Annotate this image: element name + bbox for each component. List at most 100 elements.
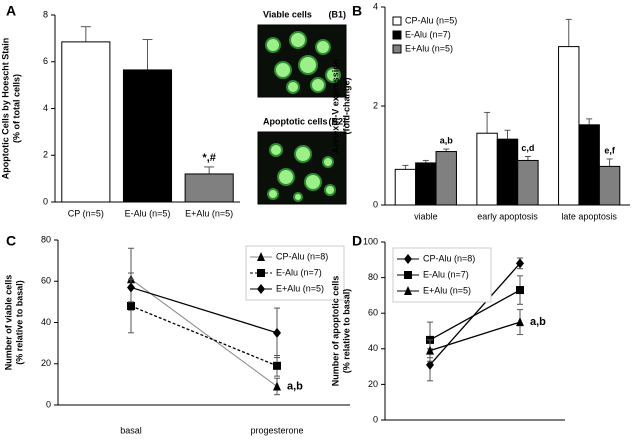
marker	[404, 254, 412, 264]
x-tick-label: E+Alu (n=5)	[185, 208, 233, 218]
y-axis-label: Apoptotic Cells by Hoescht Stain	[0, 38, 10, 180]
legend-swatch	[392, 16, 402, 26]
bar	[394, 168, 417, 206]
legend-swatch	[392, 44, 402, 54]
image-label: (B2)	[329, 116, 347, 126]
cell	[294, 145, 312, 163]
cell	[267, 188, 279, 200]
y-tick-label: 0	[373, 199, 378, 209]
y-axis-label: Number of apoptotic cells	[330, 276, 340, 387]
marker	[426, 359, 434, 370]
legend-label: E+Alu (n=5)	[276, 283, 324, 293]
image-title: Viable cells	[263, 9, 312, 19]
line	[130, 278, 278, 387]
legend-label: CP-Alu (n=8)	[423, 253, 475, 263]
legend-label: E+Alu (n=5)	[423, 285, 471, 295]
cell	[269, 143, 283, 157]
marker	[426, 345, 434, 355]
legend-label: E-Alu (n=7)	[405, 29, 451, 39]
legend-label: E-Alu (n=7)	[423, 269, 469, 279]
bar	[435, 151, 457, 206]
marker	[404, 271, 412, 279]
x-tick-label: E-Alu (n=5)	[125, 208, 171, 218]
bar	[415, 162, 437, 206]
y-tick-label: 80	[41, 234, 51, 244]
line	[429, 289, 521, 341]
legend-label: CP-Alu (n=5)	[405, 15, 457, 25]
cell	[265, 37, 281, 53]
bar	[578, 124, 600, 206]
cell	[274, 61, 292, 79]
marker	[516, 258, 524, 269]
y-axis-label: (% relative to basal)	[341, 289, 351, 374]
line	[429, 262, 521, 366]
annotation: a,b	[287, 380, 303, 392]
cell	[304, 173, 322, 191]
x-tick-label: late apoptosis	[561, 211, 617, 221]
y-tick-label: 2	[43, 150, 48, 160]
marker	[516, 286, 524, 295]
bar	[122, 69, 173, 203]
cell	[324, 184, 336, 196]
y-tick-label: 4	[373, 1, 378, 11]
x-tick-label: early apoptosis	[477, 211, 538, 221]
x-tick-label: progesterone	[250, 425, 303, 435]
y-tick-label: 100	[363, 236, 378, 246]
y-tick-label: 60	[368, 308, 378, 318]
bar	[517, 159, 539, 206]
y-tick-label: 40	[368, 343, 378, 353]
panel-label: D	[352, 233, 362, 249]
annotation: e,f	[604, 145, 616, 155]
line	[429, 321, 521, 352]
marker	[404, 286, 412, 295]
legend-label: E-Alu (n=7)	[276, 267, 322, 277]
line	[130, 305, 278, 367]
cell	[325, 67, 341, 83]
y-tick-label: 0	[46, 399, 51, 409]
marker	[127, 302, 135, 310]
y-axis-label: (% relative to basal)	[14, 280, 24, 365]
y-tick-label: 80	[368, 272, 378, 282]
marker	[273, 327, 281, 338]
y-tick-label: 8	[43, 9, 48, 19]
cell	[293, 192, 303, 202]
bar	[61, 41, 111, 203]
bar	[598, 165, 621, 206]
y-tick-label: 6	[43, 56, 48, 66]
cell	[277, 168, 295, 186]
y-axis-label: Number of viable cells	[3, 275, 13, 371]
x-tick-label: CP (n=5)	[68, 208, 104, 218]
cell	[310, 77, 326, 93]
y-tick-label: 0	[373, 414, 378, 424]
y-axis-label: Annexin-V expression	[330, 59, 340, 154]
bar	[558, 46, 580, 206]
marker	[257, 284, 265, 294]
marker	[273, 361, 281, 370]
x-tick-label: viable	[414, 211, 438, 221]
cell	[289, 31, 307, 49]
annotation: a,b	[440, 135, 454, 145]
legend-label: E+Alu (n=5)	[405, 43, 453, 53]
y-tick-label: 0	[43, 196, 48, 206]
y-tick-label: 60	[41, 276, 51, 286]
y-tick-label: 20	[368, 379, 378, 389]
annotation: a,b	[530, 316, 546, 328]
image-label: (B1)	[329, 9, 347, 19]
annotation: *,#	[202, 152, 215, 164]
cell	[322, 156, 334, 168]
cell	[298, 55, 318, 75]
y-tick-label: 40	[41, 317, 51, 327]
bar	[496, 138, 519, 206]
marker	[257, 269, 265, 277]
y-tick-label: 20	[41, 358, 51, 368]
panel-label: C	[6, 233, 16, 249]
y-tick-label: 4	[43, 103, 48, 113]
legend-swatch	[392, 30, 402, 40]
y-axis-label: (% of total cells)	[11, 74, 21, 143]
line	[130, 286, 278, 334]
y-axis-label: (fold-change)	[341, 78, 351, 135]
marker	[273, 381, 281, 391]
bar	[184, 173, 234, 203]
image-title: Apoptotic cells	[263, 116, 328, 126]
